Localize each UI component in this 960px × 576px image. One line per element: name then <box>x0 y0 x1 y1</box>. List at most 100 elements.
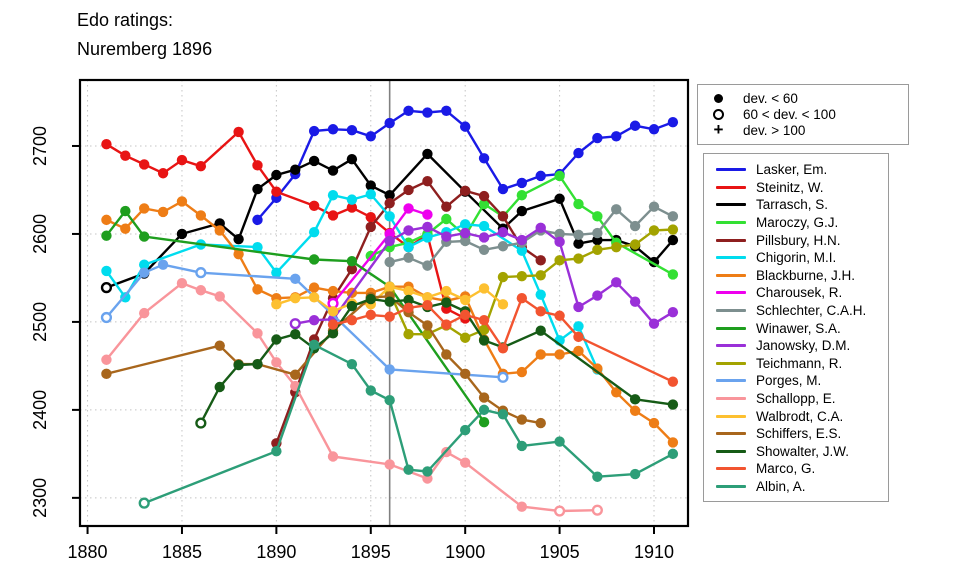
data-point <box>308 226 320 238</box>
data-point <box>308 200 320 211</box>
player-name-label: Lasker, Em. <box>756 162 828 178</box>
data-point <box>459 332 471 343</box>
y-tick-label: 2300 <box>30 478 50 518</box>
player-name-label: Albin, A. <box>756 478 806 494</box>
data-point <box>120 150 131 161</box>
data-point <box>497 299 509 310</box>
data-point <box>629 220 641 232</box>
data-point <box>667 448 679 460</box>
player-legend-item: Chigorin, M.I. <box>704 249 888 267</box>
data-point <box>384 281 395 292</box>
data-point <box>422 320 433 331</box>
data-point <box>667 224 679 235</box>
data-point <box>573 345 584 357</box>
data-point <box>308 125 320 137</box>
data-point <box>365 189 376 200</box>
data-point <box>308 339 320 350</box>
legend-color-swatch <box>716 309 746 313</box>
data-point <box>629 405 641 416</box>
data-point <box>365 180 376 191</box>
data-point <box>535 325 546 336</box>
data-point <box>516 501 528 512</box>
data-point <box>629 468 641 480</box>
data-point <box>101 265 112 277</box>
data-point <box>384 235 395 247</box>
data-point <box>138 203 150 214</box>
data-point <box>327 451 339 462</box>
data-point <box>365 212 376 223</box>
legend-color-swatch <box>716 414 746 418</box>
data-point <box>101 139 112 150</box>
x-tick-label: 1905 <box>540 542 580 562</box>
data-point <box>365 385 376 396</box>
data-point <box>422 148 433 160</box>
data-point <box>403 285 414 297</box>
player-name-label: Janowsky, D.M. <box>756 338 851 354</box>
data-point <box>327 285 339 297</box>
data-point <box>667 376 679 387</box>
data-point <box>478 220 490 232</box>
data-point <box>573 147 584 159</box>
data-point <box>195 285 207 296</box>
data-point <box>441 285 452 297</box>
data-point <box>441 213 452 225</box>
data-point <box>422 299 433 311</box>
data-point <box>346 194 358 205</box>
data-point <box>441 231 452 242</box>
data-point <box>422 107 433 118</box>
data-point <box>478 190 490 202</box>
data-point <box>252 328 263 339</box>
data-point <box>403 203 414 214</box>
data-point <box>478 335 490 346</box>
x-tick-label: 1895 <box>351 542 391 562</box>
player-legend-item: Albin, A. <box>704 478 888 496</box>
data-point <box>648 201 660 212</box>
data-point <box>592 227 603 239</box>
deviation-legend-item: dev. < 60 <box>698 90 908 106</box>
data-point <box>384 459 395 470</box>
player-legend-item: Winawer, S.A. <box>704 319 888 337</box>
data-point <box>308 155 320 167</box>
player-legend: Lasker, Em. Steinitz, W. Tarrasch, S. Maroc… <box>703 153 889 502</box>
deviation-legend-label: dev. < 60 <box>743 90 798 106</box>
data-point <box>308 282 320 293</box>
data-point <box>252 284 263 295</box>
data-point <box>214 291 225 302</box>
data-point <box>176 228 188 240</box>
legend-color-swatch <box>716 449 746 453</box>
series-line <box>106 295 541 425</box>
data-point <box>516 205 528 217</box>
data-point <box>138 267 150 278</box>
data-point <box>290 329 301 340</box>
y-tick-label: 2700 <box>30 126 50 166</box>
data-point <box>573 331 584 343</box>
data-point <box>478 283 490 294</box>
player-name-label: Showalter, J.W. <box>756 443 850 459</box>
data-point <box>403 105 414 116</box>
data-point <box>478 153 490 164</box>
data-point <box>535 417 546 429</box>
data-point <box>346 153 358 165</box>
data-point <box>667 211 679 222</box>
data-point <box>157 168 169 179</box>
deviation-legend-label: dev. > 100 <box>743 122 806 138</box>
x-tick-label: 1880 <box>68 542 108 562</box>
data-point <box>648 417 660 429</box>
data-point <box>535 306 546 317</box>
data-point <box>441 201 452 212</box>
player-name-label: Chigorin, M.I. <box>756 250 837 266</box>
data-point-open <box>554 505 566 517</box>
data-point <box>346 256 358 267</box>
filled-circle-icon <box>711 93 726 103</box>
data-point <box>138 307 150 319</box>
data-point <box>271 267 282 278</box>
data-point <box>384 117 395 129</box>
data-point <box>308 314 320 326</box>
data-point <box>271 357 282 368</box>
data-point <box>403 184 414 196</box>
open-circle-icon <box>711 108 726 120</box>
data-point <box>629 120 641 131</box>
data-point <box>478 244 490 255</box>
data-point <box>233 234 244 245</box>
